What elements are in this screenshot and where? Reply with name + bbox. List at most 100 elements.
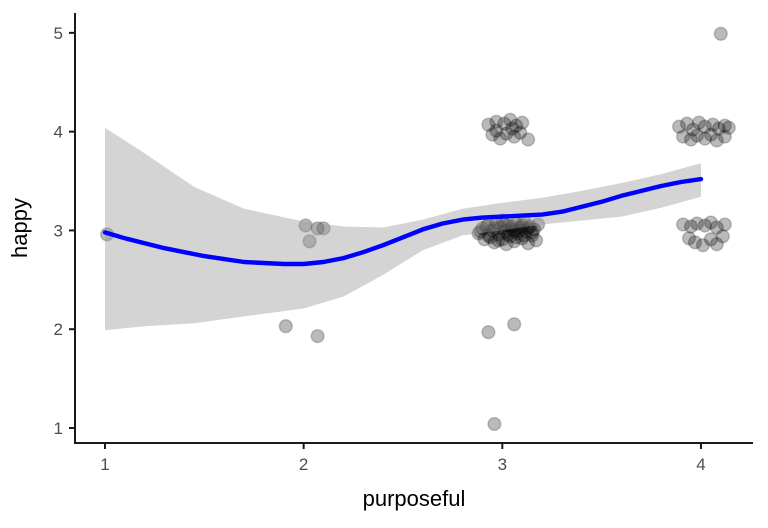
data-point [511, 226, 526, 241]
y-tick-label: 3 [54, 221, 63, 240]
data-point [681, 231, 697, 246]
data-point [489, 123, 504, 138]
data-point [507, 234, 522, 249]
data-point [689, 216, 705, 231]
data-point [717, 217, 732, 232]
data-point [477, 232, 492, 247]
data-point [509, 118, 524, 133]
data-point [671, 119, 687, 134]
data-point [709, 220, 724, 235]
data-point [528, 233, 544, 248]
y-tick-label: 2 [54, 320, 63, 339]
data-point [485, 127, 500, 142]
data-point [715, 229, 730, 244]
confidence-ribbon [105, 127, 701, 331]
data-point [683, 132, 699, 147]
data-point [520, 221, 536, 236]
data-point [515, 115, 530, 130]
x-axis-title: purposeful [362, 486, 466, 511]
data-point [691, 115, 707, 130]
data-point [685, 122, 701, 137]
data-point [507, 129, 522, 144]
data-point [513, 220, 528, 235]
data-point [687, 235, 703, 250]
points-layer [99, 26, 736, 432]
data-point [505, 121, 520, 136]
y-axis-title: happy [7, 198, 32, 258]
data-point [695, 238, 711, 253]
data-point [524, 225, 540, 240]
data-point [515, 231, 530, 246]
data-point [310, 328, 325, 344]
y-tick-label: 5 [54, 24, 63, 43]
x-tick-label: 3 [498, 455, 507, 474]
data-point [507, 317, 522, 332]
data-point [473, 224, 488, 239]
data-point [711, 121, 726, 136]
data-point [485, 223, 500, 238]
data-point [481, 117, 496, 132]
data-point [509, 230, 524, 245]
data-point [703, 127, 719, 142]
data-point [517, 228, 532, 243]
data-point [481, 325, 496, 340]
data-point [501, 218, 516, 233]
x-tick-label: 4 [696, 455, 705, 474]
data-point [530, 217, 546, 232]
data-point [513, 125, 528, 140]
data-point [703, 215, 719, 230]
data-point [505, 222, 520, 237]
data-point [493, 131, 508, 146]
data-point [703, 232, 719, 247]
data-point [278, 319, 293, 334]
data-point [522, 219, 538, 234]
data-point [501, 227, 516, 242]
data-point [497, 116, 512, 131]
data-point [487, 221, 502, 236]
data-point [675, 129, 691, 144]
x-tick-label: 1 [100, 455, 109, 474]
data-point [505, 219, 520, 234]
data-point [493, 220, 508, 235]
data-point [520, 236, 536, 251]
data-point [721, 120, 736, 135]
data-point [316, 221, 331, 236]
data-point [479, 219, 494, 234]
data-point [475, 221, 490, 236]
data-point [310, 221, 325, 236]
data-point [489, 114, 504, 129]
data-point [697, 131, 713, 146]
data-point [524, 228, 540, 243]
data-point [697, 218, 713, 233]
data-point [515, 218, 530, 233]
data-point [689, 128, 705, 143]
y-tick-label: 4 [54, 123, 63, 142]
y-tick-label: 1 [54, 419, 63, 438]
data-point [503, 229, 518, 244]
data-point [491, 227, 506, 242]
data-point [483, 230, 498, 245]
data-point [499, 126, 514, 141]
data-point [298, 218, 313, 233]
data-point [495, 232, 510, 247]
data-point [487, 235, 502, 250]
data-point [497, 225, 512, 240]
data-point [709, 133, 724, 148]
data-point [518, 224, 534, 239]
data-point [499, 237, 514, 252]
data-point [513, 223, 528, 238]
data-point [717, 129, 732, 144]
data-point [717, 118, 732, 133]
data-point [705, 117, 721, 132]
data-point [507, 224, 522, 239]
data-point [503, 112, 518, 127]
data-point [499, 223, 514, 238]
data-point [302, 234, 317, 249]
data-point [697, 119, 713, 134]
data-point [491, 233, 506, 248]
x-tick-label: 2 [299, 455, 308, 474]
data-point [471, 226, 486, 241]
data-point [520, 132, 536, 147]
smooth-line [102, 176, 704, 267]
